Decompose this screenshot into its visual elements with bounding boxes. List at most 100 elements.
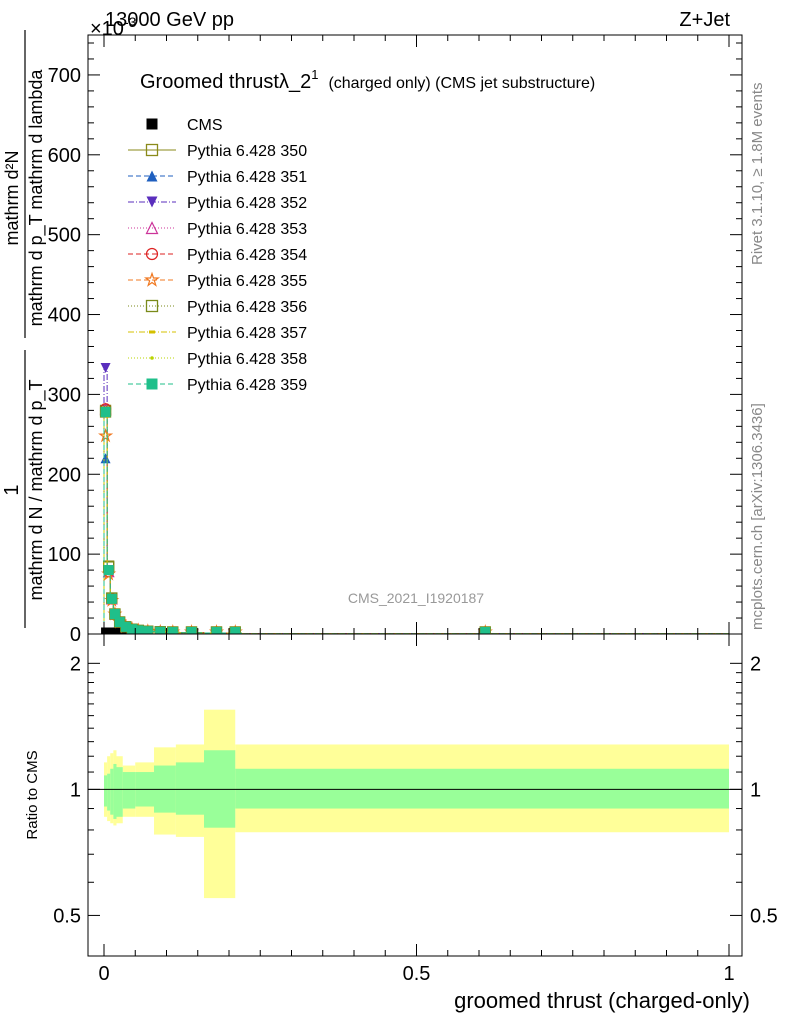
legend-label: CMS: [187, 117, 223, 134]
legend-label: Pythia 6.428 353: [187, 221, 307, 238]
ratio-y-tick-label: 0.5: [53, 905, 81, 927]
legend-label: Pythia 6.428 354: [187, 247, 307, 264]
legend-entry: Pythia 6.428 353: [128, 221, 307, 238]
legend-entry: CMS: [146, 117, 223, 134]
main-y-tick-label: 600: [48, 145, 81, 167]
legend-label: Pythia 6.428 356: [187, 299, 307, 316]
legend-entry: Pythia 6.428 350: [128, 143, 307, 160]
legend-entry: Pythia 6.428 359: [128, 377, 307, 394]
x-axis-label: groomed thrust (charged-only): [454, 988, 750, 1013]
ratio-inner-band: [104, 775, 108, 807]
data-point: [103, 565, 114, 576]
legend-marker: [145, 299, 159, 313]
legend-label: Pythia 6.428 350: [187, 143, 307, 160]
main-y-tick-label: 300: [48, 384, 81, 406]
legend-entry: Pythia 6.428 356: [128, 299, 307, 316]
data-point: [133, 625, 144, 636]
data-point: [100, 406, 111, 417]
rivet-version-text: Rivet 3.1.10, ≥ 1.8M events: [749, 83, 766, 266]
data-point: [98, 427, 114, 443]
ratio-y-tick-label-right: 2: [750, 653, 761, 675]
legend-marker: [145, 247, 159, 261]
ratio-panel: 0.5 0.5 1 1 2 2 0 0.5 1: [53, 633, 778, 985]
legend-label: Pythia 6.428 352: [187, 195, 307, 212]
legend-marker: [145, 221, 159, 235]
ratio-uncertainty-bands: [88, 709, 742, 899]
legend-entry: Pythia 6.428 352: [128, 195, 307, 212]
data-point: [155, 626, 166, 637]
data-point: [100, 453, 111, 464]
legend-entry: Pythia 6.428 358: [128, 351, 307, 368]
main-y-tick-label: 0: [70, 624, 81, 646]
legend-label: Pythia 6.428 358: [187, 351, 307, 368]
ylabel-numerator: 1: [1, 484, 23, 495]
series-pythia-6-428-359: [100, 406, 729, 637]
x-tick-label: 0.5: [403, 963, 431, 985]
ratio-inner-band: [122, 772, 136, 809]
legend-entry: Pythia 6.428 357: [128, 325, 307, 342]
legend-entry: Pythia 6.428 354: [128, 247, 307, 264]
main-y-tick-label: 500: [48, 225, 81, 247]
ratio-panel-frame: [87, 633, 743, 957]
ratio-y-tick-label-right: 0.5: [750, 905, 778, 927]
legend-entry: Pythia 6.428 351: [128, 169, 307, 186]
ratio-inner-band: [116, 767, 123, 817]
ratio-inner-band: [175, 762, 204, 815]
legend-label: Pythia 6.428 355: [187, 273, 307, 290]
legend-marker: [149, 330, 155, 334]
ylabel-denominator: mathrm d N / mathrm d p_T: [26, 379, 47, 600]
main-panel-background: [88, 35, 742, 634]
data-point: [115, 627, 125, 637]
header-right: Z+Jet: [679, 9, 730, 31]
x-tick-label: 0: [98, 963, 109, 985]
data-point: [100, 363, 111, 374]
legend-marker: [150, 356, 154, 360]
ratio-y-tick-label: 2: [70, 653, 81, 675]
data-point: [120, 621, 131, 632]
data-point: [142, 626, 153, 637]
legend-title: Groomed thrustλ_21(charged only) (CMS je…: [140, 67, 595, 93]
ylabel-right-numerator: mathrm d²N: [2, 150, 22, 245]
data-point: [230, 627, 241, 637]
legend: Groomed thrustλ_21(charged only) (CMS je…: [128, 67, 595, 394]
ratio-inner-band: [113, 763, 117, 819]
legend-marker: [145, 143, 159, 157]
legend-marker: [146, 378, 158, 390]
main-y-tick-label: 100: [48, 544, 81, 566]
legend-marker: [146, 118, 158, 130]
ratio-inner-band: [107, 773, 111, 811]
main-y-tick-label: 400: [48, 305, 81, 327]
main-panel: 0 100 200 300 400 500 600 700 CMS_2021_I1920187: [48, 34, 743, 646]
main-y-axis-label: 1 mathrm d N / mathrm d p_T mathrm d²N m…: [1, 30, 47, 628]
data-point: [127, 624, 138, 635]
analysis-watermark: CMS_2021_I1920187: [348, 590, 484, 606]
data-point: [186, 627, 197, 637]
header-left: 13000 GeV pp: [105, 9, 234, 31]
data-point: [109, 609, 120, 620]
ylabel-right-denominator: mathrm d p_T mathrm d lambda: [26, 69, 47, 327]
data-point: [106, 593, 117, 604]
data-point: [167, 627, 178, 637]
legend-marker: [146, 170, 158, 182]
main-y-tick-label: 200: [48, 464, 81, 486]
ratio-axes: 0.5 0.5 1 1 2 2 0 0.5 1: [53, 634, 778, 985]
x-tick-label: 1: [723, 963, 734, 985]
legend-marker: [143, 271, 161, 287]
legend-label: Pythia 6.428 357: [187, 325, 307, 342]
legend-label: Pythia 6.428 351: [187, 169, 307, 186]
legend-entry: Pythia 6.428 355: [128, 271, 307, 290]
ratio-y-tick-label-right: 1: [750, 779, 761, 801]
data-point: [211, 627, 222, 637]
ratio-y-tick-label: 1: [70, 779, 81, 801]
legend-marker: [146, 196, 158, 208]
data-point: [114, 617, 125, 628]
ratio-y-axis-label: Ratio to CMS: [24, 750, 41, 839]
mcplots-reference-text: mcplots.cern.ch [arXiv:1306.3436]: [749, 403, 766, 630]
legend-label: Pythia 6.428 359: [187, 377, 307, 394]
main-axes: 0 100 200 300 400 500 600 700: [48, 35, 742, 646]
ratio-inner-band: [110, 768, 114, 815]
main-y-tick-label: 700: [48, 65, 81, 87]
ratio-inner-band: [235, 768, 729, 809]
data-point: [480, 627, 491, 637]
